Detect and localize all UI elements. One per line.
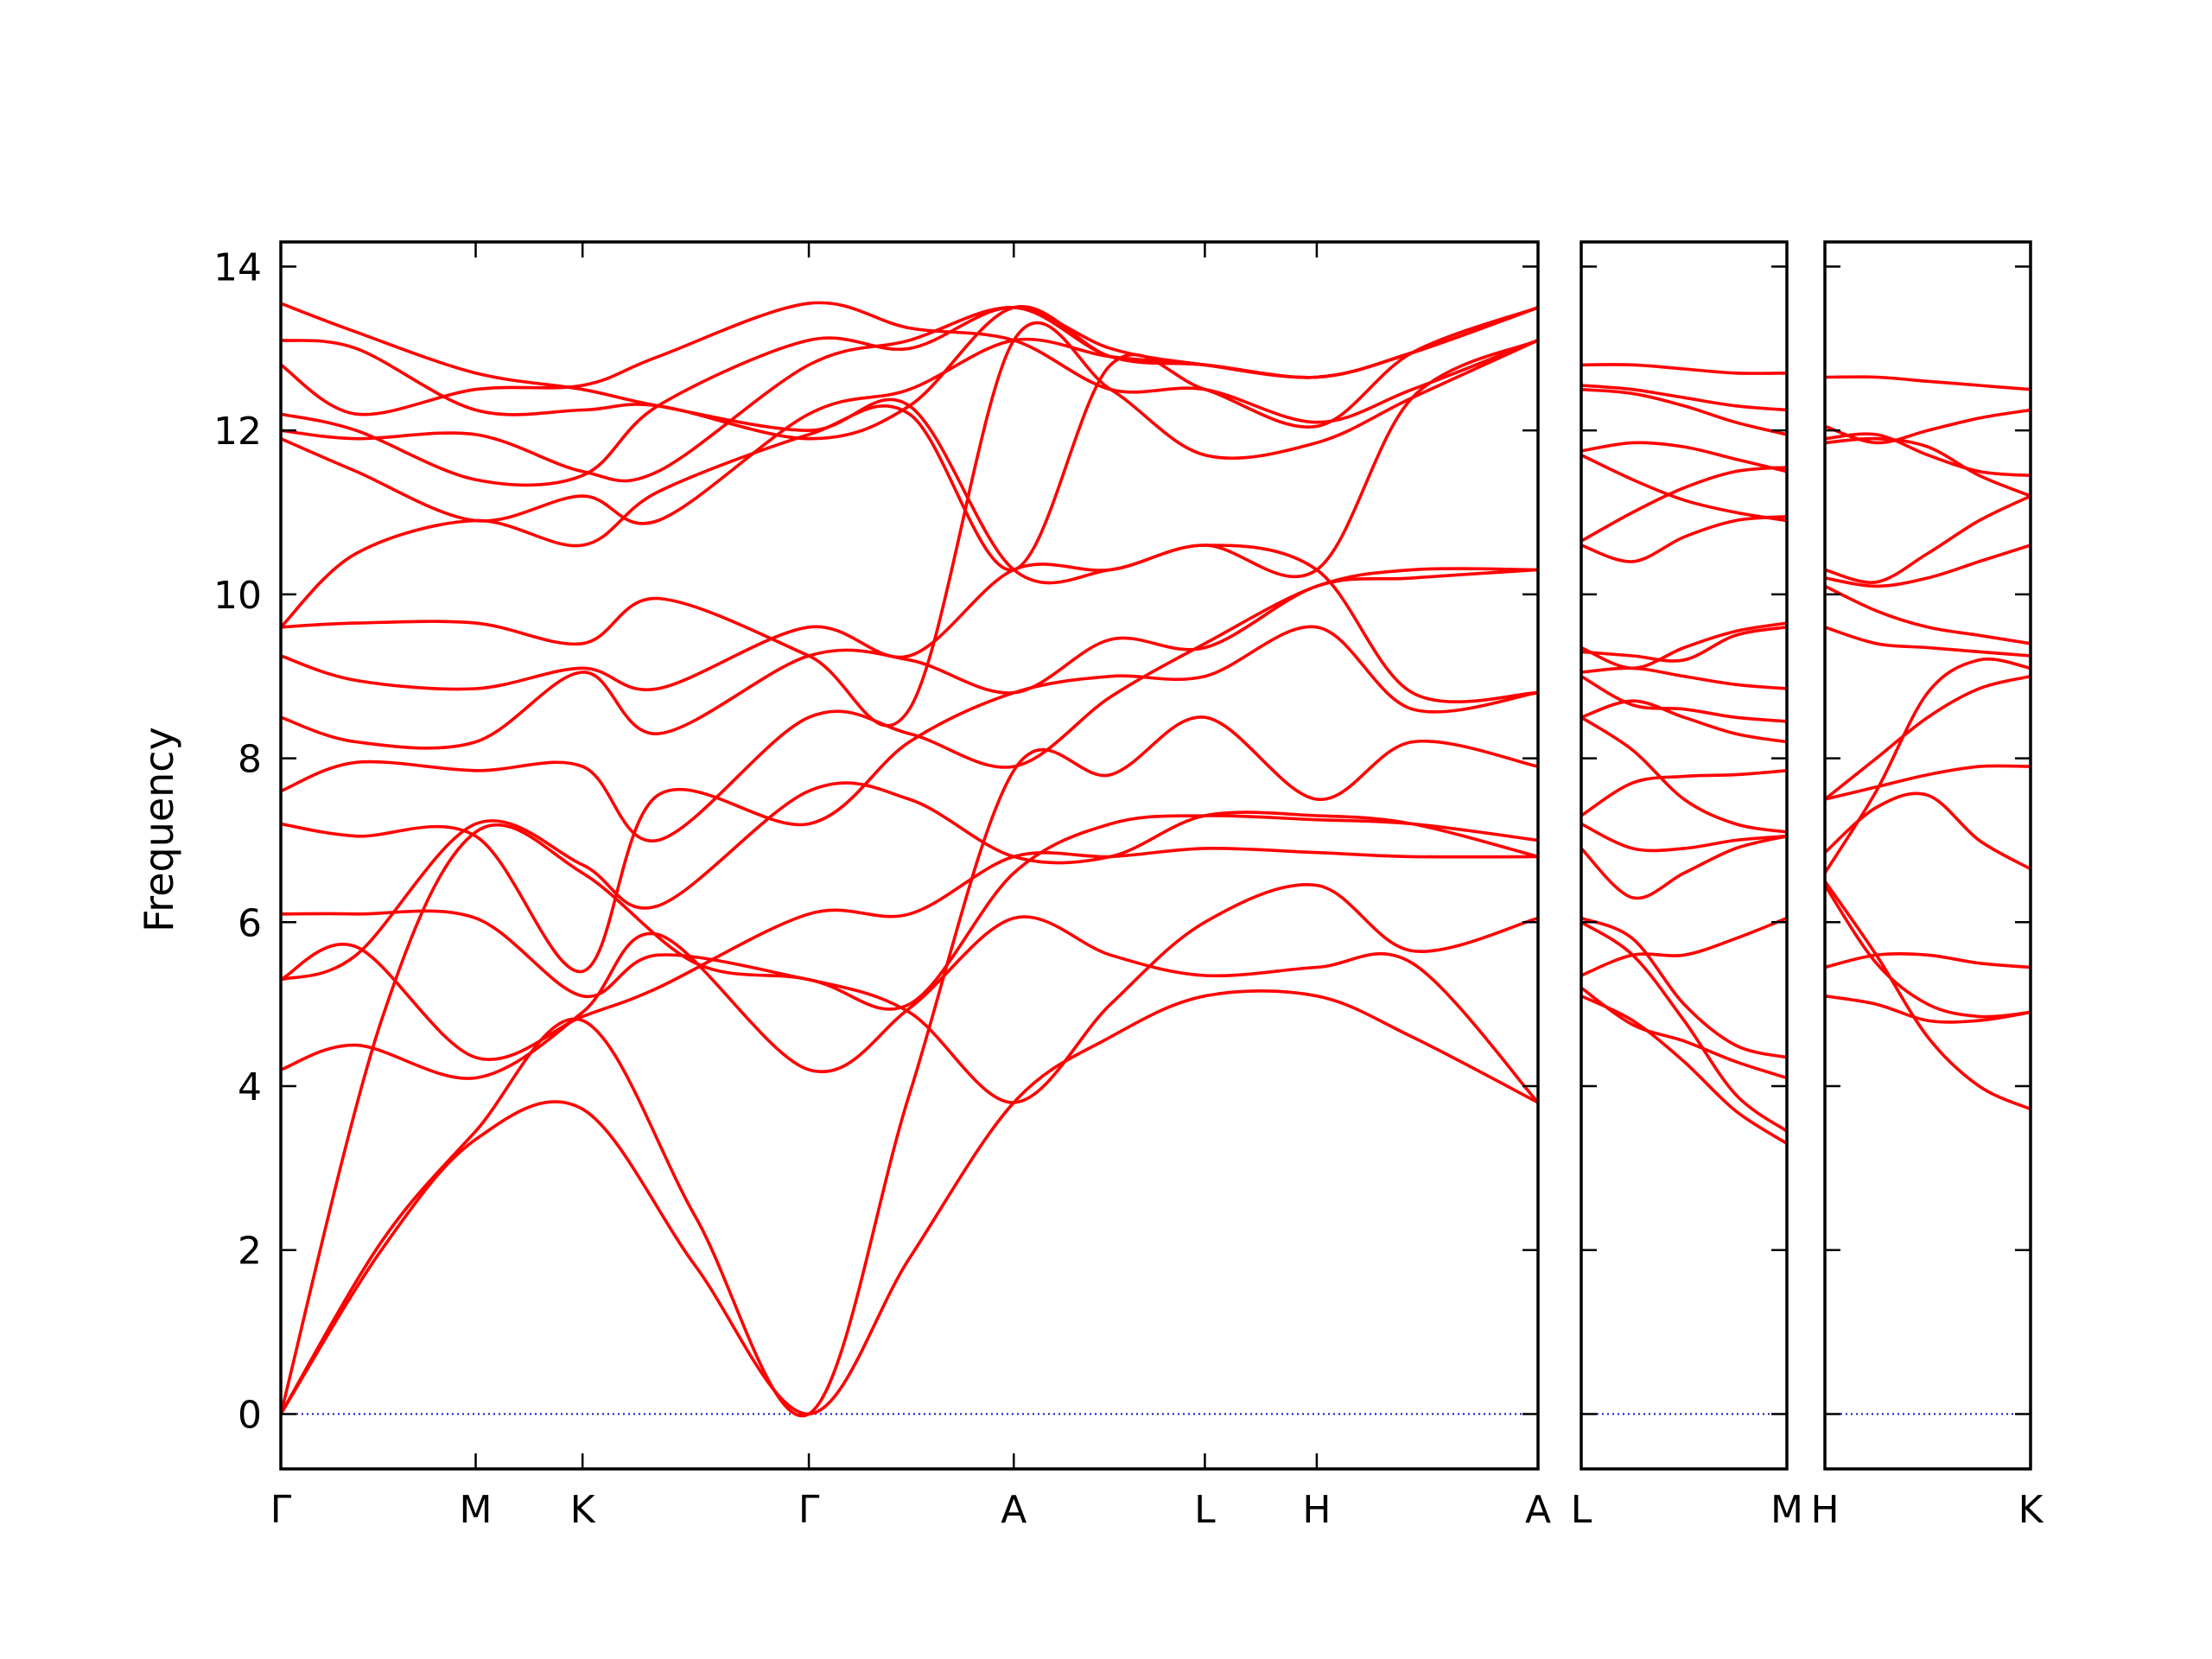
band-3-16 (1825, 375, 2031, 391)
x-tick-label: H (1810, 1488, 1839, 1532)
band-2-7 (1581, 822, 1787, 853)
band-3-11 (1825, 543, 2031, 588)
band-3-2 (1825, 952, 2031, 969)
band-2-12 (1581, 666, 1787, 690)
band-2-19 (1581, 387, 1787, 436)
band-3-3 (1825, 883, 2031, 1019)
band-1-11 (281, 339, 1538, 692)
x-tick-label: M (460, 1488, 493, 1532)
band-2-18 (1581, 441, 1787, 474)
x-tick-label: Γ (798, 1488, 820, 1532)
x-tick-label: A (1525, 1488, 1551, 1532)
band-3-12 (1825, 494, 2031, 584)
band-3-1 (1825, 994, 2031, 1024)
y-tick-label: 4 (238, 1065, 262, 1109)
band-3-4 (1825, 880, 2031, 1111)
band-1-19 (281, 302, 1538, 703)
band-2-15 (1581, 515, 1787, 563)
band-2-4 (1581, 920, 1787, 1133)
band-2-6 (1581, 834, 1787, 900)
band-2-3 (1581, 916, 1787, 977)
panel-main-path: 0 2 4 6 8 10 12 14 Γ M K Γ A L H A (213, 240, 1551, 1532)
band-2-8 (1581, 769, 1787, 817)
band-2-14 (1581, 621, 1787, 671)
band-3-10 (1825, 584, 2031, 645)
x-tick-label: K (2018, 1488, 2044, 1532)
y-tick-label: 14 (213, 245, 262, 289)
band-2-20 (1581, 384, 1787, 412)
y-axis-label: Frequency (136, 727, 182, 932)
band-2-16 (1581, 466, 1787, 543)
band-1-1 (281, 988, 1538, 1416)
band-1-18 (281, 305, 1538, 441)
band-1-7 (281, 781, 1538, 982)
band-3-8 (1825, 657, 2031, 875)
band-1-10 (281, 568, 1538, 750)
x-tick-label: L (1571, 1488, 1592, 1532)
band-2-1 (1581, 994, 1787, 1146)
x-tick-label: M (1770, 1488, 1803, 1532)
y-tick-label: 6 (238, 901, 262, 945)
band-1-2 (281, 715, 1538, 1418)
x-tick-label: K (570, 1488, 596, 1532)
band-2-11 (1581, 674, 1787, 723)
band-1-8 (281, 625, 1538, 974)
y-tick-label: 10 (213, 574, 262, 618)
band-2-9 (1581, 715, 1787, 834)
axes-frame (1823, 240, 2032, 1471)
y-tick-label: 2 (238, 1230, 262, 1274)
band-2-17 (1581, 453, 1787, 523)
band-2-5 (1581, 916, 1787, 1059)
band-3-6 (1825, 764, 2031, 801)
band-1-17 (281, 301, 1538, 424)
band-2-2 (1581, 986, 1787, 1080)
y-tick-label: 8 (238, 738, 262, 782)
band-1-12 (281, 321, 1538, 728)
band-3-14 (1825, 432, 2031, 478)
x-tick-label: Γ (270, 1488, 292, 1532)
band-3-15 (1825, 408, 2031, 445)
axes-frame (279, 240, 1540, 1471)
band-3-7 (1825, 674, 2031, 801)
band-2-21 (1581, 363, 1787, 375)
band-1-5 (281, 846, 1538, 1061)
axes-frame (1580, 240, 1789, 1471)
band-2-13 (1581, 626, 1787, 663)
y-tick-label: 12 (213, 410, 262, 454)
x-tick-label: L (1194, 1488, 1216, 1532)
x-tick-label: H (1302, 1488, 1331, 1532)
band-1-6 (281, 814, 1538, 1011)
band-1-4 (281, 915, 1538, 1104)
band-2-10 (1581, 699, 1787, 744)
band-3-9 (1825, 626, 2031, 658)
y-tick-label: 0 (238, 1393, 262, 1437)
x-tick-label: A (1001, 1488, 1027, 1532)
